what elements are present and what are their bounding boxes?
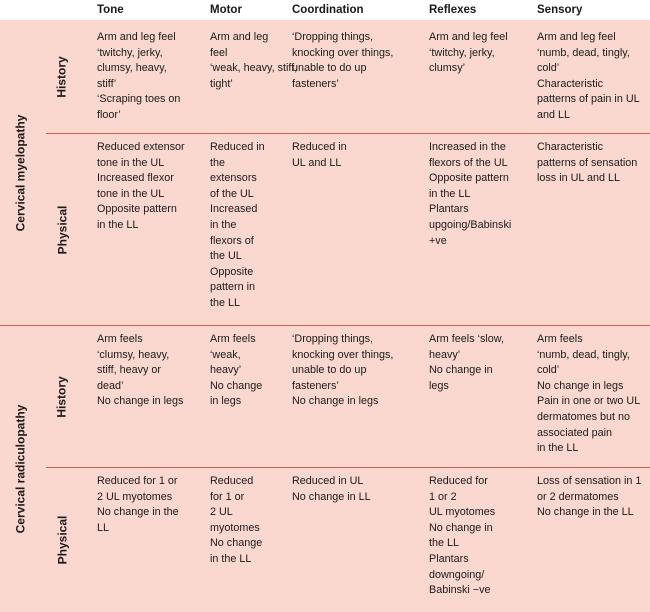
column-header-coordination: Coordination — [292, 4, 364, 16]
row-divider — [46, 133, 650, 134]
column-header-tone: Tone — [97, 4, 124, 16]
cell-myelopathy-history-coordination: ‘Dropping things, knocking over things, … — [292, 31, 394, 90]
table-header: Tone Motor Coordination Reflexes Sensory — [0, 0, 650, 20]
cell-radiculopathy-history-reflexes: Arm feels ‘slow, heavy’ No change in leg… — [429, 333, 504, 392]
cell-myelopathy-physical-motor: Reduced in the extensors of the UL Incre… — [210, 141, 265, 309]
column-header-motor: Motor — [210, 4, 242, 16]
cell-myelopathy-physical-tone: Reduced extensor tone in the UL Increase… — [97, 141, 185, 231]
cell-myelopathy-history-motor: Arm and leg feel ‘weak, heavy, stiff, ti… — [210, 31, 298, 90]
cell-radiculopathy-history-coordination: ‘Dropping things, knocking over things, … — [292, 333, 394, 408]
cell-radiculopathy-physical-sensory: Loss of sensation in 1 or 2 dermatomes N… — [537, 475, 642, 519]
cell-radiculopathy-physical-reflexes: Reduced for 1 or 2 UL myotomes No change… — [429, 475, 496, 597]
row-label-history: History — [55, 55, 69, 98]
column-header-reflexes: Reflexes — [429, 4, 477, 16]
cell-radiculopathy-history-sensory: Arm feels ‘numb, dead, tingly, cold’ No … — [537, 333, 641, 455]
cell-radiculopathy-physical-motor: Reduced for 1 or 2 UL myotomes No change… — [210, 475, 263, 565]
cell-myelopathy-physical-coordination: Reduced in UL and LL — [292, 141, 347, 169]
section-label-cervical-myelopathy: Cervical myelopathy — [13, 114, 27, 231]
column-header-sensory: Sensory — [537, 4, 583, 16]
cell-radiculopathy-history-tone: Arm feels ‘clumsy, heavy, stiff, heavy o… — [97, 333, 184, 408]
row-label-physical: Physical — [55, 515, 70, 565]
section-divider — [0, 325, 650, 326]
cell-myelopathy-history-sensory: Arm and leg feel ‘numb, dead, tingly, co… — [537, 31, 640, 121]
cell-myelopathy-physical-reflexes: Increased in the flexors of the UL Oppos… — [429, 141, 512, 247]
section-cervical-myelopathy: Cervical myelopathy History Physical Arm… — [0, 20, 650, 325]
row-label-physical: Physical — [55, 205, 70, 254]
cell-radiculopathy-history-motor: Arm feels ‘weak, heavy’ No change in leg… — [210, 333, 263, 408]
cell-myelopathy-history-reflexes: Arm and leg feel ‘twitchy, jerky, clumsy… — [429, 31, 508, 75]
cell-myelopathy-history-tone: Arm and leg feel ‘twitchy, jerky, clumsy… — [97, 31, 181, 121]
cell-radiculopathy-physical-tone: Reduced for 1 or 2 UL myotomes No change… — [97, 475, 179, 534]
row-divider — [46, 467, 650, 468]
cell-myelopathy-physical-sensory: Characteristic patterns of sensation los… — [537, 141, 638, 185]
cell-radiculopathy-physical-coordination: Reduced in UL No change in LL — [292, 475, 371, 503]
row-label-history: History — [55, 375, 69, 418]
section-label-cervical-radiculopathy: Cervical radiculopathy — [13, 404, 27, 534]
section-cervical-radiculopathy: Cervical radiculopathy History Physical … — [0, 326, 650, 612]
